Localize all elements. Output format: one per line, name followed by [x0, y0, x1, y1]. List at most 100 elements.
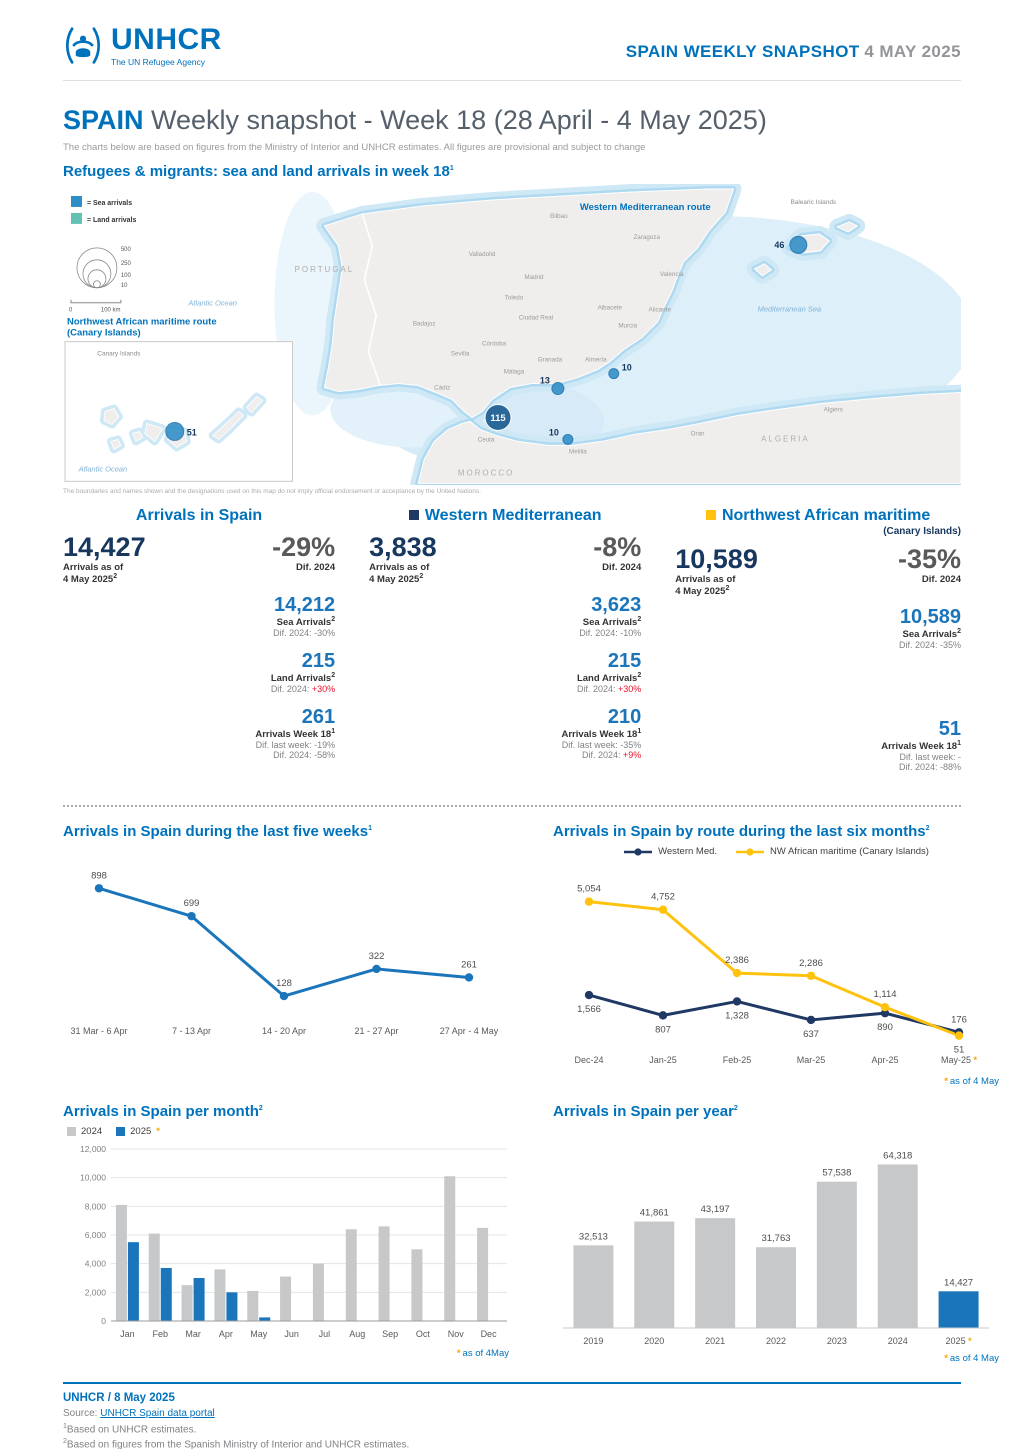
stats-section: Arrivals in Spain 14,427 Arrivals as of 4… [63, 507, 961, 791]
svg-text:Granada: Granada [538, 357, 563, 364]
svg-text:4,000: 4,000 [85, 1259, 107, 1269]
svg-text:4,752: 4,752 [651, 892, 675, 903]
footnote-2: 2Based on figures from the Spanish Minis… [63, 1438, 410, 1449]
total-arrivals: 3,838 Arrivals as of 4 May 20252 [369, 532, 437, 586]
svg-text:Feb: Feb [152, 1329, 168, 1339]
map-marker [608, 368, 620, 380]
map-marker [484, 404, 512, 431]
svg-text:Feb-25: Feb-25 [723, 1055, 752, 1065]
svg-text:2020: 2020 [644, 1336, 664, 1346]
footnote-1: 1Based on UNHCR estimates. [63, 1422, 197, 1435]
svg-text:Oran: Oran [691, 430, 705, 437]
asterisk-note: * as of 4 May [944, 1076, 999, 1088]
svg-text:Apr: Apr [219, 1329, 233, 1339]
svg-text:57,538: 57,538 [822, 1168, 851, 1179]
svg-text:8,000: 8,000 [85, 1202, 107, 1212]
map-legend: = Sea arrivals= Land arrivals50025010010… [69, 195, 136, 314]
svg-text:32,513: 32,513 [579, 1232, 608, 1243]
svg-text:51: 51 [954, 1045, 965, 1056]
yellow-square-icon [705, 510, 716, 521]
stat-subheading-canary: (Canary Islands) [883, 526, 961, 538]
total-label: Arrivals as of 4 May 20252 [63, 561, 124, 586]
map-marker [562, 433, 574, 445]
svg-text:ALGERIA: ALGERIA [761, 434, 810, 443]
svg-text:13: 13 [540, 376, 550, 386]
asterisk-note: * as of 4May [456, 1348, 509, 1360]
dif-2024: -29% Dif. 2024 [272, 532, 336, 573]
data-portal-link[interactable]: UNHCR Spain data portal [100, 1408, 215, 1419]
document-title: SPAIN WEEKLY SNAPSHOT 4 MAY 2025 [625, 42, 961, 61]
line-chart-routes: Western Med. NW African maritime (Canary … [553, 846, 999, 1078]
svg-text:7 - 13 Apr: 7 - 13 Apr [172, 1026, 211, 1036]
svg-text:31,763: 31,763 [761, 1234, 790, 1245]
svg-text:100: 100 [121, 273, 132, 279]
footer: UNHCR / 8 May 2025 Source: UNHCR Spain d… [63, 1382, 961, 1449]
svg-text:Algiers: Algiers [824, 406, 843, 413]
svg-text:Ceuta: Ceuta [478, 436, 495, 443]
svg-text:Mediterranean Sea: Mediterranean Sea [758, 305, 822, 314]
svg-text:322: 322 [369, 951, 385, 962]
total-value: 14,427 [63, 532, 146, 563]
svg-text:250: 250 [121, 261, 132, 267]
canary-inset [64, 341, 293, 482]
svg-text:699: 699 [184, 898, 200, 909]
svg-text:Canary Islands: Canary Islands [97, 351, 140, 358]
stat-row-spacer [675, 663, 961, 719]
svg-text:2,286: 2,286 [799, 958, 823, 969]
svg-text:= Sea arrivals: = Sea arrivals [87, 200, 132, 207]
svg-text:2025 *: 2025 * [946, 1336, 973, 1346]
svg-text:0: 0 [101, 1316, 106, 1326]
svg-text:128: 128 [276, 978, 292, 989]
dif-2024: -35% Dif. 2024 [897, 544, 961, 585]
chart-title-monthly: Arrivals in Spain per month2 [63, 1103, 263, 1121]
svg-text:Atlantic Ocean: Atlantic Ocean [187, 299, 237, 308]
svg-text:2024: 2024 [888, 1336, 908, 1346]
dif-2024: -8% Dif. 2024 [593, 532, 642, 573]
line-chart-five-weeks: 898 699 128 322 261 31 Mar - 6 Apr 7 - 13 Apr 1… [63, 846, 509, 1049]
svg-text:10: 10 [121, 283, 128, 289]
svg-text:Almería: Almería [585, 357, 607, 364]
chart-title-routes: Arrivals in Spain by route during the la… [553, 823, 930, 841]
svg-text:807: 807 [655, 1025, 671, 1036]
arrivals-map: = Sea arrivals = Land arrivals 500 250 100 10… [63, 181, 973, 492]
header: UNHCR The UN Refugee Agency SPAIN WEEKLY… [63, 0, 961, 81]
svg-text:14 - 20 Apr: 14 - 20 Apr [262, 1026, 306, 1036]
svg-text:41,861: 41,861 [640, 1208, 669, 1219]
stat-heading-western-med: Western Mediterranean [369, 507, 641, 525]
svg-text:Badajoz: Badajoz [413, 321, 436, 328]
unhcr-logo: UNHCR The UN Refugee Agency [63, 24, 222, 68]
svg-text:10: 10 [549, 427, 559, 437]
svg-text:Ciudad Real: Ciudad Real [519, 315, 553, 322]
charts-section: Arrivals in Spain during the last five w… [63, 823, 999, 1364]
svg-text:10,000: 10,000 [80, 1173, 106, 1183]
svg-text:Oct: Oct [416, 1329, 431, 1339]
svg-text:MOROCCO: MOROCCO [458, 468, 514, 477]
svg-text:51: 51 [187, 427, 197, 437]
svg-text:Valladolid: Valladolid [469, 251, 496, 258]
svg-text:Murcia: Murcia [618, 323, 637, 330]
svg-text:1,328: 1,328 [725, 1011, 749, 1022]
svg-text:Zaragoza: Zaragoza [633, 234, 660, 241]
svg-text:Jul: Jul [319, 1329, 331, 1339]
chart-last-five-weeks: Arrivals in Spain during the last five w… [63, 823, 509, 1087]
svg-text:27 Apr - 4 May: 27 Apr - 4 May [440, 1026, 499, 1036]
svg-text:Málaga: Málaga [504, 369, 525, 376]
svg-text:Nov: Nov [448, 1329, 465, 1339]
chart-title-yearly: Arrivals in Spain per year2 [553, 1103, 738, 1121]
dotted-divider [63, 805, 961, 808]
svg-text:14,427: 14,427 [944, 1278, 973, 1289]
svg-text:(Canary Islands): (Canary Islands) [67, 328, 141, 339]
stat-column-nw-african: Northwest African maritime (Canary Islan… [675, 507, 961, 791]
chart-legend: Western Med. NW African maritime (Canary … [553, 846, 999, 857]
svg-text:PORTUGAL: PORTUGAL [295, 265, 355, 274]
svg-text:2,000: 2,000 [85, 1288, 107, 1298]
asterisk-note: * as of 4 May [944, 1353, 999, 1365]
stat-heading-spain: Arrivals in Spain [135, 507, 263, 525]
asterisk-icon: * [456, 1348, 461, 1360]
svg-text:Córdoba: Córdoba [482, 341, 507, 348]
svg-text:21 - 27 Apr: 21 - 27 Apr [354, 1026, 398, 1036]
svg-text:2,386: 2,386 [725, 955, 749, 966]
map-marker [551, 382, 565, 396]
svg-text:Albacete: Albacete [598, 305, 623, 312]
